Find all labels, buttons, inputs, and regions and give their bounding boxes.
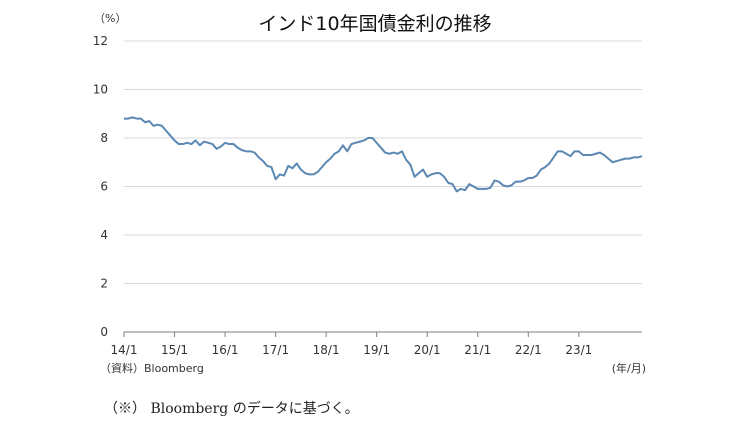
y-tick-label: 12 xyxy=(93,34,108,48)
x-tick-label: 18/1 xyxy=(313,343,340,357)
y-tick-label: 6 xyxy=(100,180,108,194)
x-tick-label: 20/1 xyxy=(414,343,441,357)
x-tick-label: 23/1 xyxy=(565,343,592,357)
y-tick-labels: 0 2 4 6 8 10 12 xyxy=(93,34,108,339)
x-axis-unit: (年/月) xyxy=(612,361,646,375)
x-tick-label: 16/1 xyxy=(212,343,239,357)
x-tick-label: 17/1 xyxy=(262,343,289,357)
gridlines xyxy=(124,40,642,284)
source-note: （資料）Bloomberg xyxy=(100,361,204,375)
x-tick-label: 14/1 xyxy=(111,343,138,357)
y-tick-label: 2 xyxy=(100,277,108,291)
x-tick-label: 19/1 xyxy=(363,343,390,357)
footnote: （※） Bloomberg のデータに基づく。 xyxy=(104,401,359,417)
y-tick-label: 0 xyxy=(100,325,108,339)
y-tick-label: 10 xyxy=(93,83,108,97)
y-tick-label: 4 xyxy=(100,228,108,242)
y-axis-unit: （%） xyxy=(94,12,126,25)
x-tick-label: 21/1 xyxy=(464,343,491,357)
y-tick-label: 8 xyxy=(100,131,108,145)
x-tick-label: 22/1 xyxy=(515,343,542,357)
x-tick-label: 15/1 xyxy=(161,343,188,357)
chart-title: インド10年国債金利の推移 xyxy=(258,13,491,35)
series-line-india-10y xyxy=(124,116,643,193)
x-tick-labels: 14/1 15/1 16/1 17/1 18/1 19/1 20/1 21/1 22/1 23/1 xyxy=(111,332,592,357)
